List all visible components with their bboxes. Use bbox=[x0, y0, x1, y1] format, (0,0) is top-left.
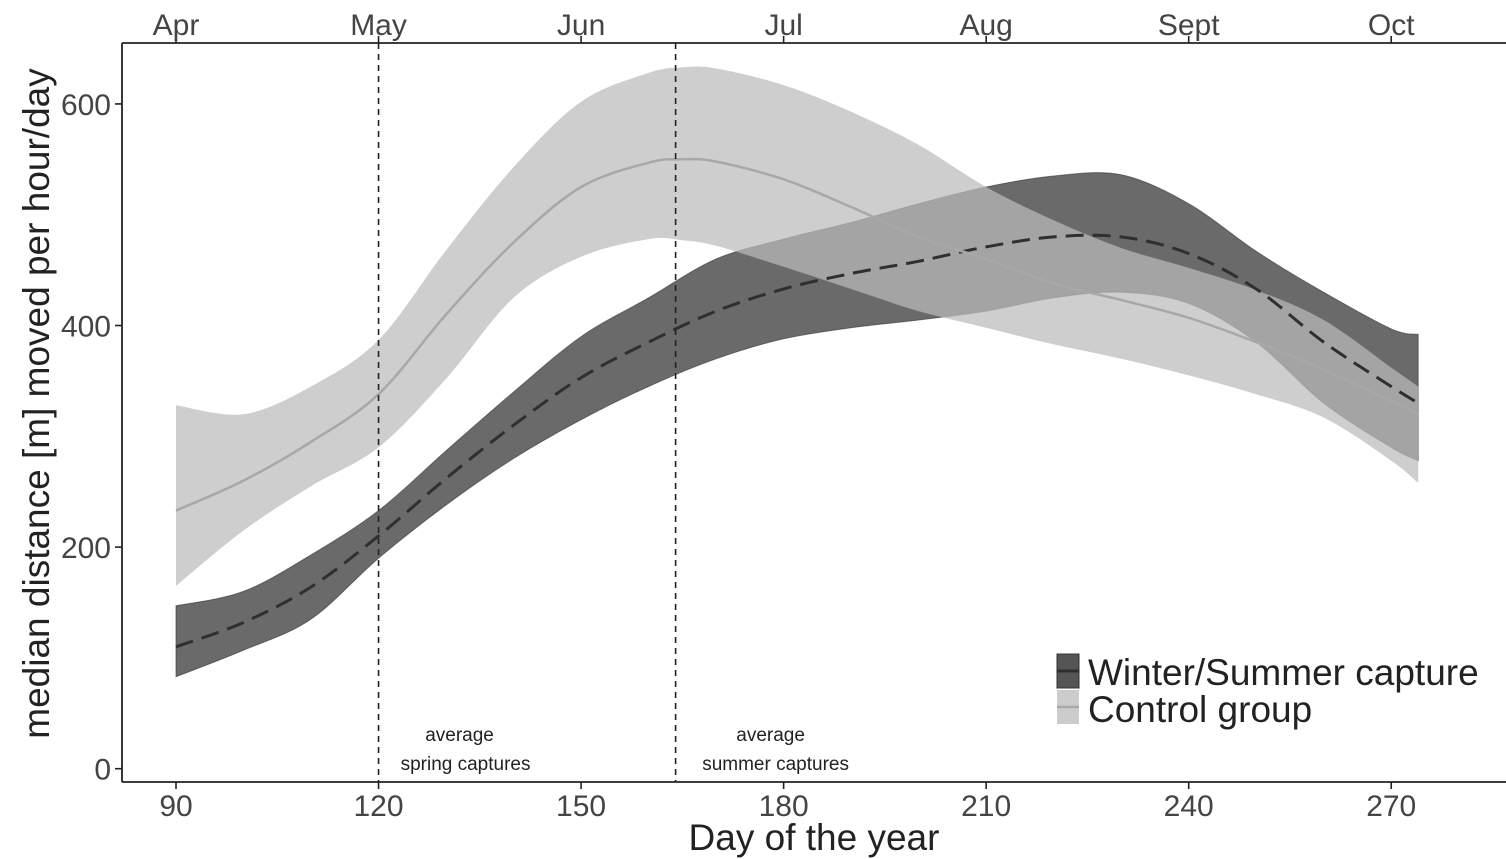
plot-lines bbox=[175, 157, 1419, 649]
x-tick-label-270: 270 bbox=[1366, 790, 1416, 823]
legend: Winter/Summer capture Control group bbox=[1056, 652, 1479, 730]
top-tick-label-oct: Oct bbox=[1368, 9, 1415, 42]
top-tick-label-may: May bbox=[350, 9, 407, 42]
annotation-spring-line2: spring captures bbox=[401, 754, 531, 775]
x-tick-label-90: 90 bbox=[159, 790, 192, 823]
x-tick-label-120: 120 bbox=[354, 790, 404, 823]
x-tick-label-240: 240 bbox=[1164, 790, 1214, 823]
top-tick-label-jul: Jul bbox=[764, 9, 802, 42]
y-axis-title: median distance [m] moved per hour/day bbox=[16, 68, 57, 739]
x-axis-title: Day of the year bbox=[689, 817, 940, 858]
y-tick-label-0: 0 bbox=[94, 754, 111, 787]
top-tick-label-jun: Jun bbox=[557, 9, 605, 42]
tick-labels: 90 120 150 180 210 240 270 0 200 400 600 Apr May Jun J… bbox=[61, 9, 1416, 823]
x-tick-label-180: 180 bbox=[759, 790, 809, 823]
top-tick-label-apr: Apr bbox=[153, 9, 200, 42]
top-tick-label-aug: Aug bbox=[959, 9, 1012, 42]
y-tick-label-600: 600 bbox=[61, 89, 111, 122]
line-winter-summer bbox=[175, 233, 1419, 649]
annotation-summer-line1: average bbox=[736, 725, 805, 746]
axes bbox=[115, 36, 1506, 789]
annotation-summer-line2: summer captures bbox=[702, 754, 849, 775]
legend-label-control: Control group bbox=[1088, 689, 1312, 730]
plot-bands bbox=[175, 66, 1419, 678]
x-tick-label-210: 210 bbox=[961, 790, 1011, 823]
x-tick-label-150: 150 bbox=[556, 790, 606, 823]
reference-lines bbox=[377, 43, 677, 782]
y-tick-label-400: 400 bbox=[61, 311, 111, 344]
y-tick-label-200: 200 bbox=[61, 532, 111, 565]
legend-label-winter-summer: Winter/Summer capture bbox=[1088, 652, 1479, 693]
line-control bbox=[175, 157, 1419, 512]
top-tick-label-sept: Sept bbox=[1158, 9, 1220, 42]
annotation-spring-line1: average bbox=[425, 725, 494, 746]
band-control bbox=[176, 66, 1419, 586]
